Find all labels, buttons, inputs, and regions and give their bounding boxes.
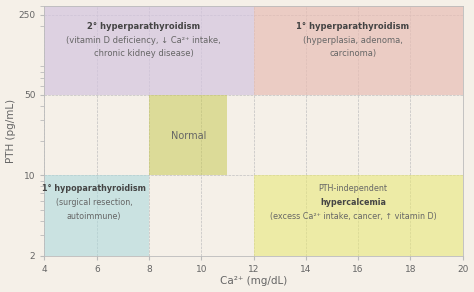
Bar [45,175,149,256]
Bar [149,95,228,175]
Text: (hyperplasia, adenoma,: (hyperplasia, adenoma, [303,36,403,45]
Y-axis label: PTH (pg/mL): PTH (pg/mL) [6,98,16,163]
Text: (excess Ca²⁺ intake, cancer, ↑ vitamin D): (excess Ca²⁺ intake, cancer, ↑ vitamin D… [270,212,437,221]
Text: (vitamin D deficiency, ↓ Ca²⁺ intake,: (vitamin D deficiency, ↓ Ca²⁺ intake, [66,36,221,45]
Bar [45,6,254,95]
Text: chronic kidney disease): chronic kidney disease) [94,49,194,58]
Text: carcinoma): carcinoma) [329,49,376,58]
Text: 1° hyperparathyroidism: 1° hyperparathyroidism [296,22,410,31]
Text: PTH-independent: PTH-independent [319,184,387,193]
X-axis label: Ca²⁺ (mg/dL): Ca²⁺ (mg/dL) [220,277,287,286]
Text: (surgical resection,: (surgical resection, [56,198,132,207]
Text: 2° hyperparathyroidism: 2° hyperparathyroidism [87,22,201,31]
Bar [254,175,463,256]
Text: Normal: Normal [171,131,206,141]
Text: 1° hypoparathyroidism: 1° hypoparathyroidism [42,184,146,193]
Text: hypercalcemia: hypercalcemia [320,198,386,207]
Bar [254,6,463,95]
Text: autoimmune): autoimmune) [67,212,121,221]
